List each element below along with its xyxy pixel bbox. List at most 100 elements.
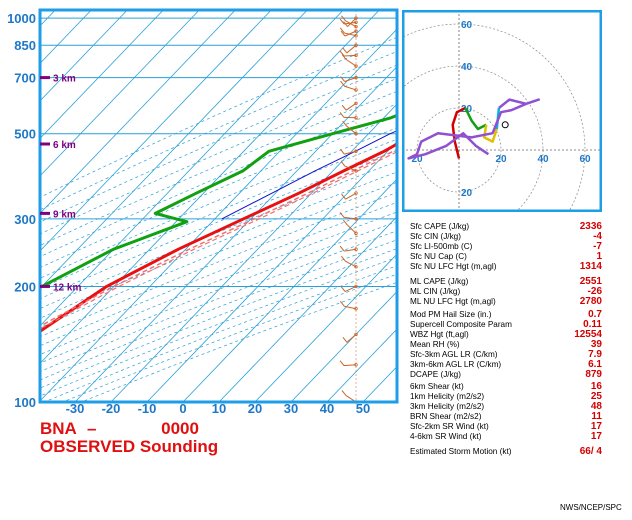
wind-barb-flag xyxy=(340,76,346,82)
wind-barb-point xyxy=(354,131,358,136)
param-label: 3km Helicity (m2/s2) xyxy=(410,402,485,411)
wind-barb-flag xyxy=(341,193,346,200)
wind-barb xyxy=(344,216,357,220)
param-label: Mod PM Hail Size (in.) xyxy=(410,310,492,319)
isotherm-line xyxy=(40,28,397,402)
wind-barb xyxy=(344,285,357,292)
param-row: Supercell Composite Param 0.11 xyxy=(410,320,632,332)
wind-barb-flag xyxy=(342,47,348,54)
dry-adiabat-line xyxy=(40,171,397,319)
isotherm-line xyxy=(40,10,272,252)
height-marker-label: 3 km xyxy=(53,74,76,85)
wind-barb xyxy=(345,192,357,200)
pressure-tick-label: 850 xyxy=(14,38,36,53)
param-row: WBZ Hgt (ft,agl) 12554 xyxy=(410,330,632,342)
wind-barb xyxy=(345,20,357,28)
wind-barb-flag xyxy=(339,112,345,118)
hodograph-v-tick: 20 xyxy=(461,188,473,199)
wind-barb xyxy=(343,54,357,57)
wind-barb-point xyxy=(354,24,358,29)
station-title: BNA – 0000 xyxy=(40,419,199,439)
wind-barb-flag xyxy=(341,104,347,111)
isotherm-line xyxy=(74,66,397,402)
param-value: -4 xyxy=(593,231,602,242)
isotherm-line xyxy=(40,10,380,365)
wind-barb xyxy=(347,17,357,27)
pressure-tick-label: 700 xyxy=(14,71,36,86)
isotherm-line xyxy=(40,10,308,290)
param-value: 1 xyxy=(596,251,602,262)
param-value: 25 xyxy=(590,391,602,402)
wind-barb xyxy=(346,125,357,135)
isotherm-line xyxy=(40,10,236,215)
wind-barb xyxy=(344,77,357,82)
param-value: 39 xyxy=(590,339,602,350)
param-label: Sfc CAPE (J/kg) xyxy=(410,222,470,231)
param-row: Sfc-2km SR Wind (kt) 17 xyxy=(410,422,632,434)
isotherm-line xyxy=(326,328,397,402)
wind-barb xyxy=(344,30,357,37)
param-label: 6km Shear (kt) xyxy=(410,382,464,391)
wind-barb-point xyxy=(354,16,358,20)
wind-barb xyxy=(345,260,357,268)
hodograph-trace-upper xyxy=(407,98,541,160)
isotherm-line xyxy=(218,216,397,402)
param-value: 12554 xyxy=(574,329,602,340)
param-value: 16 xyxy=(590,381,602,392)
wind-barb-flag xyxy=(339,360,345,366)
temperature-tick-label: -30 xyxy=(66,401,85,416)
wind-barb-flag xyxy=(340,30,346,37)
wind-barb-point xyxy=(354,231,358,236)
hodograph-trace-3-6km xyxy=(464,107,487,131)
param-label: Supercell Composite Param xyxy=(410,320,512,329)
wind-barb-point xyxy=(354,284,358,289)
grid-layer xyxy=(40,10,397,402)
hodograph-u-tick: 20 xyxy=(411,154,423,165)
param-label: ML CIN (J/kg) xyxy=(410,287,461,296)
param-label: Sfc NU Cap (C) xyxy=(410,252,467,261)
param-row: Sfc LI-500mb (C) -7 xyxy=(410,242,632,254)
param-value: 2336 xyxy=(579,221,602,232)
parcel-profile xyxy=(40,148,397,328)
wind-barb-flag xyxy=(342,219,348,226)
hodograph-trace-6-9km xyxy=(482,124,498,143)
wind-barb-flag xyxy=(339,18,345,25)
wind-barb-flag xyxy=(339,245,345,252)
wetbulb-profile xyxy=(221,130,397,220)
height-marker-label: 9 km xyxy=(53,209,76,220)
temperature-tick-label: 50 xyxy=(356,401,370,416)
height-marker-label: 12 km xyxy=(53,282,81,293)
param-value: 17 xyxy=(590,431,602,442)
dry-adiabat-line xyxy=(40,181,397,328)
wind-barb-flag xyxy=(340,160,346,167)
param-value: 879 xyxy=(585,369,602,380)
param-row: Estimated Storm Motion (kt) 66/ 4 xyxy=(410,447,632,459)
wind-barb-point xyxy=(354,169,358,173)
pressure-tick-label: 500 xyxy=(14,127,36,142)
wind-barb-flag xyxy=(342,120,348,127)
sounding-subtitle: OBSERVED Sounding xyxy=(40,437,219,456)
wind-barb-flag xyxy=(342,336,348,343)
param-value: 0.7 xyxy=(588,309,602,320)
pressure-tick-label: 100 xyxy=(14,395,36,410)
isotherm-line xyxy=(182,178,397,402)
hodograph-u-tick: 60 xyxy=(579,154,591,165)
wind-barb-flag xyxy=(341,54,347,60)
wind-barb-flag xyxy=(340,286,346,292)
param-row: ML CIN (J/kg) -26 xyxy=(410,287,632,299)
wind-barb-flag xyxy=(339,50,345,57)
credit-text: NWS/NCEP/SPC xyxy=(560,503,622,512)
wind-barb-point xyxy=(354,43,358,47)
wind-barb-flag xyxy=(339,148,345,155)
hodograph-frame xyxy=(402,10,602,212)
param-value: 6.1 xyxy=(588,359,602,370)
temperature-tick-label: 20 xyxy=(248,401,262,416)
wind-barb xyxy=(345,58,357,67)
wind-barb-flag xyxy=(341,255,346,262)
wind-barb-point xyxy=(354,29,358,33)
hodograph-u-tick: 40 xyxy=(537,154,549,165)
skew-t-diagram: 100 200 300 500 700 850 1000 -30 -20 -10 0 10 20 30 40… xyxy=(7,8,399,416)
param-label: Estimated Storm Motion (kt) xyxy=(410,447,512,456)
param-label: Sfc CIN (J/kg) xyxy=(410,232,461,241)
